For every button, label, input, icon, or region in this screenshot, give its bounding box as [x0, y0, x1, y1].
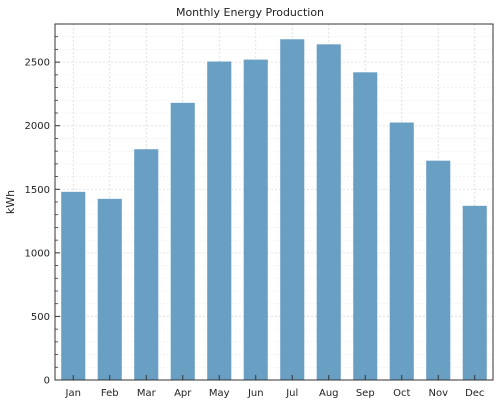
y-tick-label: 0 [44, 376, 50, 387]
x-tick-label: May [209, 388, 230, 399]
x-tick-label: Sep [356, 388, 375, 399]
x-tick-label: Feb [101, 388, 119, 399]
x-tick-label: Nov [428, 388, 448, 399]
bar-feb [97, 198, 122, 380]
y-tick-label: 1000 [25, 248, 50, 259]
x-tick-label: Aug [319, 388, 339, 399]
y-tick-label: 2500 [25, 58, 50, 69]
bar-apr [170, 102, 195, 380]
y-tick-label: 2000 [25, 121, 50, 132]
bar-jan [61, 191, 86, 380]
bar-mar [134, 149, 159, 380]
bar-jun [243, 59, 268, 380]
ticks: 0 500 1000 1500 2000 2500 Jan Feb Mar Apr May Jun Ju… [25, 23, 484, 399]
bar-may [207, 61, 232, 380]
x-tick-label: Apr [174, 388, 192, 399]
x-tick-label: Jan [65, 388, 81, 399]
x-tick-label: Jun [247, 388, 264, 399]
bar-jul [280, 39, 305, 380]
x-tick-label: Dec [465, 388, 484, 399]
bar-oct [389, 122, 414, 381]
bar-aug [316, 44, 341, 380]
bar-nov [426, 160, 451, 380]
x-tick-label: Oct [393, 388, 410, 399]
x-tick-label: Mar [137, 388, 157, 399]
chart-title: Monthly Energy Production [176, 6, 324, 19]
bars [61, 39, 487, 381]
x-tick-label: Jul [285, 388, 298, 399]
bar-dec [462, 205, 487, 380]
y-tick-label: 500 [31, 312, 50, 323]
y-axis-label: kWh [4, 190, 17, 214]
bar-sep [353, 72, 378, 381]
y-tick-label: 1500 [25, 185, 50, 196]
